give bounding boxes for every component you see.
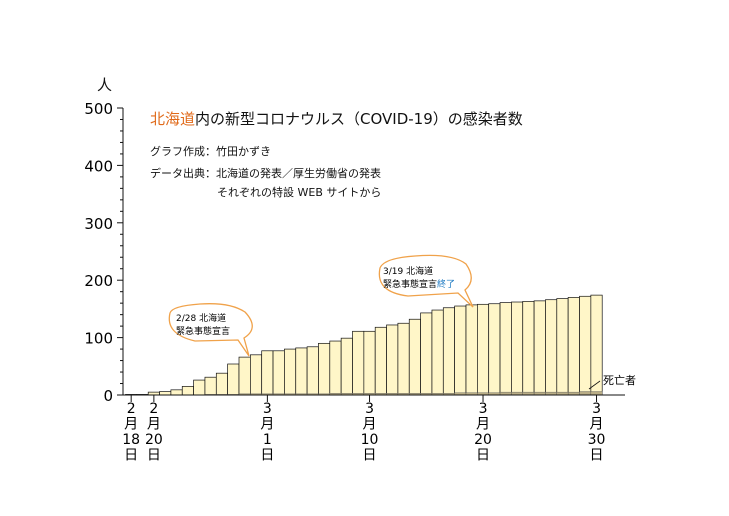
bars-group [125,294,603,396]
y-axis-unit: 人 [97,76,113,94]
x-label-day: 10 [361,432,379,448]
chart-title: 北海道内の新型コロナウルス（COVID-19）の感染者数 [150,108,523,129]
case-bar [318,342,331,396]
case-bar [454,305,467,396]
case-bar [511,301,524,396]
x-label-day-char: 日 [476,448,490,464]
annotation-bubble-1-shape [168,303,253,357]
x-label-day-char: 日 [363,448,377,464]
case-bar [590,294,603,396]
case-bar [227,363,240,396]
case-bar [306,346,319,396]
x-label-month-char: 月 [260,417,274,433]
x-label-month: 3 [365,401,374,417]
annotation-bubble-2-shape [378,254,474,308]
annotation-2-line1: 3/19 北海道 [383,265,433,277]
x-label-day: 30 [588,432,606,448]
case-bar [363,330,376,396]
death-label-leader [588,380,601,390]
x-label-day: 20 [474,432,492,448]
case-bar [284,348,297,396]
y-tick-label: 200 [84,272,113,290]
x-label-day: 18 [122,432,140,448]
case-bar [250,354,263,396]
credit-source-sites: それぞれの特設 WEB サイトから [217,186,382,199]
x-label-month-char: 月 [590,417,604,433]
case-bar [442,307,455,396]
credit-author: グラフ作成：竹田かずき [150,145,271,158]
case-bar [477,303,490,396]
case-bar [204,376,217,396]
death-label: 死亡者 [603,373,636,387]
chart-title-highlight: 北海道 [150,110,196,128]
x-label-month-char: 月 [363,417,377,433]
x-label-month: 3 [263,401,272,417]
annotation-1-line1: 2/28 北海道 [176,312,226,324]
case-bar [329,340,342,396]
case-bar [193,379,206,396]
x-label-day-char: 日 [124,448,138,464]
case-bar [579,295,592,396]
credit-source: データ出典：北海道の発表／厚生労働省の発表 [150,167,381,180]
case-bar [238,356,251,396]
x-label-day-char: 日 [590,448,604,464]
death-bar [579,391,592,396]
axes-group [122,108,625,396]
x-label-day: 1 [263,432,272,448]
case-bar [465,304,478,396]
case-bar [181,386,194,396]
annotation-2-line2: 緊急事態宣言終了 [383,278,455,290]
case-bar [533,300,546,396]
annotation-bubble-2: 3/19 北海道 緊急事態宣言終了 [378,254,474,308]
case-bar [522,301,535,396]
case-bar [397,322,410,396]
annotation-2-line2-main: 緊急事態宣言 [383,278,437,290]
y-tick-label: 100 [84,330,113,348]
case-bar [272,350,285,396]
case-bar [261,350,274,396]
case-bar [386,324,399,396]
x-label-month: 3 [479,401,488,417]
x-label-month: 2 [127,401,136,417]
annotation-bubble-1: 2/28 北海道 緊急事態宣言 [168,303,253,357]
x-label-month: 3 [592,401,601,417]
case-bar [295,347,308,396]
case-bar [545,299,558,396]
case-bar [488,303,501,396]
x-label-month-char: 月 [476,417,490,433]
annotation-2-accent: 終了 [437,278,455,290]
case-bar [170,389,183,396]
x-label-month-char: 月 [147,417,161,433]
y-tick-label: 500 [84,100,113,118]
y-tick-label: 400 [84,157,113,175]
y-tick-label: 0 [103,387,113,405]
case-bar [420,312,433,396]
y-tick-label: 300 [84,215,113,233]
x-label-month: 2 [149,401,158,417]
y-ticks-group: 0 100 200 300 400 500 [84,100,123,405]
death-bar [590,391,603,396]
x-label-day-char: 日 [260,448,274,464]
case-bar [408,318,421,396]
case-bar [352,330,365,396]
x-label-month-char: 月 [124,417,138,433]
case-bar [567,297,580,396]
case-bar [159,391,172,396]
case-bar [431,309,444,396]
x-label-day-char: 日 [147,448,161,464]
case-bar [499,302,512,396]
case-bar [556,298,569,396]
case-bar [215,372,229,396]
annotation-1-line2: 緊急事態宣言 [176,325,230,337]
x-label-day: 20 [145,432,163,448]
chart-title-rest: 内の新型コロナウルス（COVID-19）の感染者数 [195,110,523,128]
case-bar [340,337,353,396]
case-bar [374,326,387,396]
